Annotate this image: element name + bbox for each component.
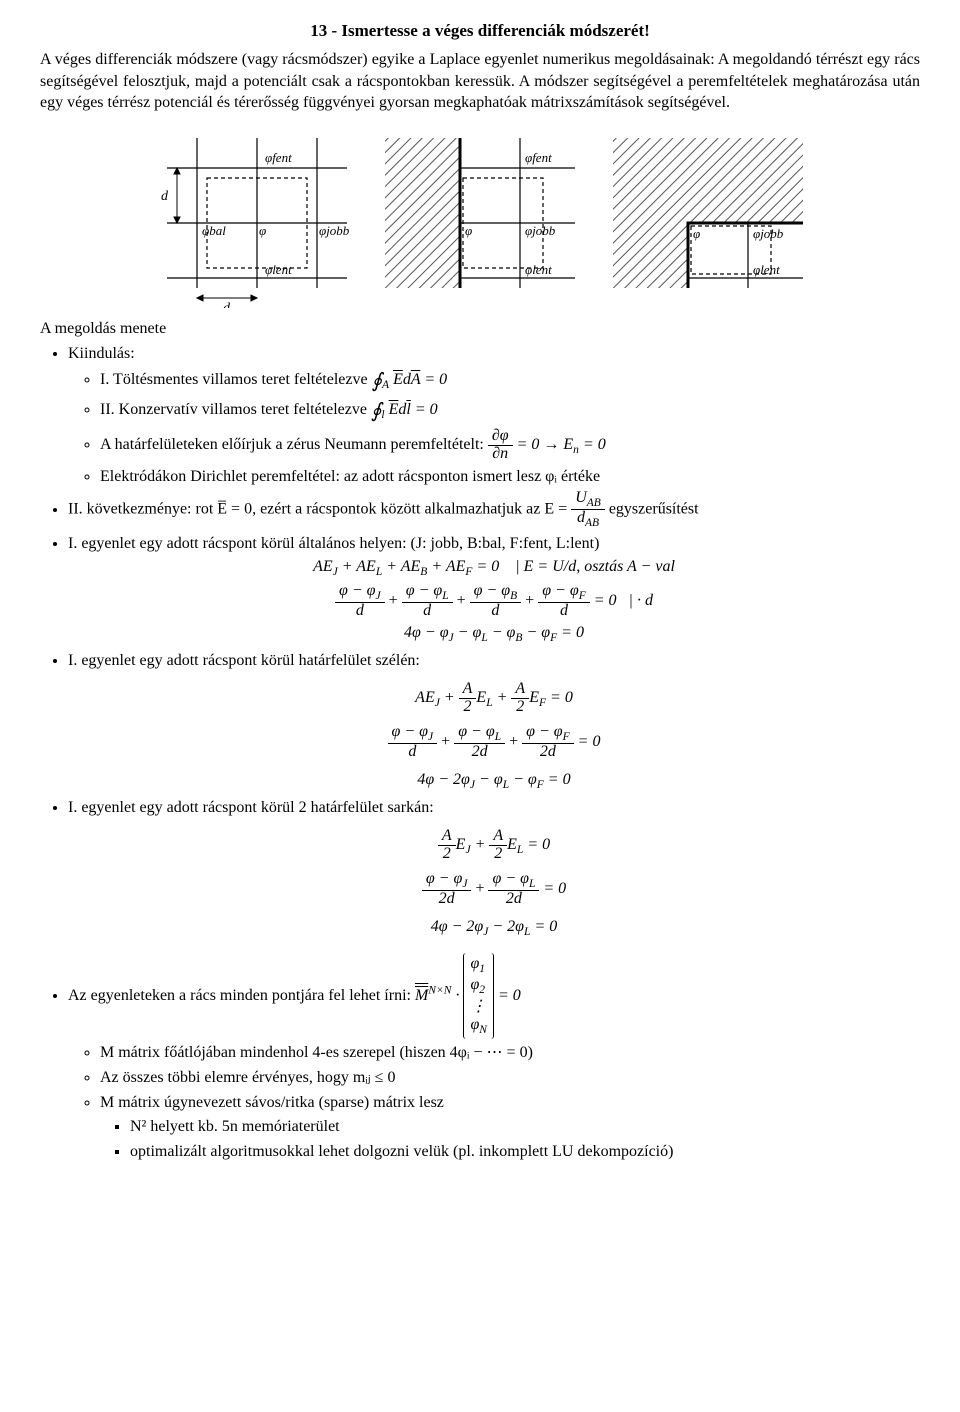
matrix-text: Az egyenleteken a rács minden pontjára f… bbox=[68, 987, 415, 1004]
corner-eq1: A2EJ + A2EL = 0 bbox=[68, 828, 920, 863]
edge-eq3: 4φ − 2φJ − φL − φF = 0 bbox=[68, 769, 920, 794]
figure-interior: d d φfent φlent φbal φ φjobb bbox=[147, 128, 357, 308]
solution-heading: A megoldás menete bbox=[40, 318, 920, 340]
label-fent-2: φfent bbox=[525, 150, 552, 165]
neumann-a: A határfelületeken előírjuk a zérus Neum… bbox=[100, 436, 488, 453]
label-phi-3: φ bbox=[693, 226, 700, 241]
bullet-edge: I. egyenlet egy adott rácspont körül hat… bbox=[68, 650, 920, 794]
label-jobb-1: φjobb bbox=[319, 223, 350, 238]
sub-neumann: A határfelületeken előírjuk a zérus Neum… bbox=[100, 428, 920, 463]
label-lent-2: φlent bbox=[525, 262, 552, 277]
bullet-corner: I. egyenlet egy adott rácspont körül 2 h… bbox=[68, 797, 920, 941]
general-eq3: 4φ − φJ − φL − φB − φF = 0 bbox=[68, 622, 920, 647]
label-d-v: d bbox=[161, 189, 169, 204]
edge-eq2: φ − φJd + φ − φL2d + φ − φF2d = 0 bbox=[68, 724, 920, 761]
general-eq1: AEJ + AEL + AEB + AEF = 0 | E = U/d, osz… bbox=[68, 556, 920, 581]
matrix-eq: MN×N · φ1φ2⋮φN = 0 bbox=[415, 987, 521, 1004]
kiindulas-label: Kiindulás: bbox=[68, 345, 135, 362]
ii-kov-a: II. következménye: rot E̅ = 0, ezért a r… bbox=[68, 501, 571, 518]
bullet-kiindulas: Kiindulás: I. Töltésmentes villamos tere… bbox=[68, 343, 920, 487]
label-lent-3: φlent bbox=[753, 262, 780, 277]
sub-dirichlet: Elektródákon Dirichlet peremfeltétel: az… bbox=[100, 466, 920, 488]
label-fent-1: φfent bbox=[265, 150, 292, 165]
neumann-den: ∂n bbox=[488, 446, 513, 463]
m-sub-c1: N² helyett kb. 5n memóriaterület bbox=[130, 1116, 920, 1138]
label-lent-1: φlent bbox=[265, 262, 292, 277]
intro-paragraph: A véges differenciák módszere (vagy rács… bbox=[40, 49, 920, 114]
figure-edge: φfent φlent φ φjobb bbox=[375, 128, 585, 308]
bullet-general: I. egyenlet egy adott rácspont körül ált… bbox=[68, 533, 920, 647]
general-eq2: φ − φJd + φ − φLd + φ − φBd + φ − φFd = … bbox=[68, 583, 920, 620]
figure-row: d d φfent φlent φbal φ φjobb φfent φlent… bbox=[40, 128, 920, 308]
m-sub-c-text: M mátrix úgynevezett sávos/ritka (sparse… bbox=[100, 1094, 444, 1111]
text-I: I. Töltésmentes villamos teret feltétele… bbox=[100, 371, 372, 388]
sub-II: II. Konzervatív villamos teret feltétele… bbox=[100, 398, 920, 425]
general-intro: I. egyenlet egy adott rácspont körül ált… bbox=[68, 535, 599, 552]
m-sub-b: Az összes többi elemre érvényes, hogy mᵢ… bbox=[100, 1067, 920, 1089]
page-title: 13 - Ismertesse a véges differenciák mód… bbox=[40, 20, 920, 43]
corner-eq2: φ − φJ2d + φ − φL2d = 0 bbox=[68, 871, 920, 908]
edge-intro: I. egyenlet egy adott rácspont körül hat… bbox=[68, 652, 420, 669]
sub-I: I. Töltésmentes villamos teret feltétele… bbox=[100, 368, 920, 395]
ii-kov-b: egyszerűsítést bbox=[609, 501, 699, 518]
text-II: II. Konzervatív villamos teret feltétele… bbox=[100, 401, 371, 418]
label-phi-1: φ bbox=[259, 223, 266, 238]
label-jobb-2: φjobb bbox=[525, 223, 556, 238]
edge-eq1: AEJ + A2EL + A2EF = 0 bbox=[68, 681, 920, 716]
neumann-b: = 0 → En = 0 bbox=[517, 436, 606, 453]
bullet-matrix: Az egyenleteken a rács minden pontjára f… bbox=[68, 953, 920, 1163]
label-jobb-3: φjobb bbox=[753, 226, 784, 241]
neumann-num: ∂φ bbox=[488, 428, 513, 446]
figure-corner: φ φjobb φlent bbox=[603, 128, 813, 308]
label-phi-2: φ bbox=[465, 223, 472, 238]
label-bal-1: φbal bbox=[202, 223, 226, 238]
corner-intro: I. egyenlet egy adott rácspont körül 2 h… bbox=[68, 799, 434, 816]
label-d-h: d bbox=[223, 301, 231, 308]
corner-eq3: 4φ − 2φJ − 2φL = 0 bbox=[68, 916, 920, 941]
m-sub-c2: optimalizált algoritmusokkal lehet dolgo… bbox=[130, 1141, 920, 1163]
m-sub-c: M mátrix úgynevezett sávos/ritka (sparse… bbox=[100, 1092, 920, 1163]
m-sub-a: M mátrix főátlójában mindenhol 4-es szer… bbox=[100, 1042, 920, 1064]
bullet-ii-kov: II. következménye: rot E̅ = 0, ezért a r… bbox=[68, 490, 920, 530]
